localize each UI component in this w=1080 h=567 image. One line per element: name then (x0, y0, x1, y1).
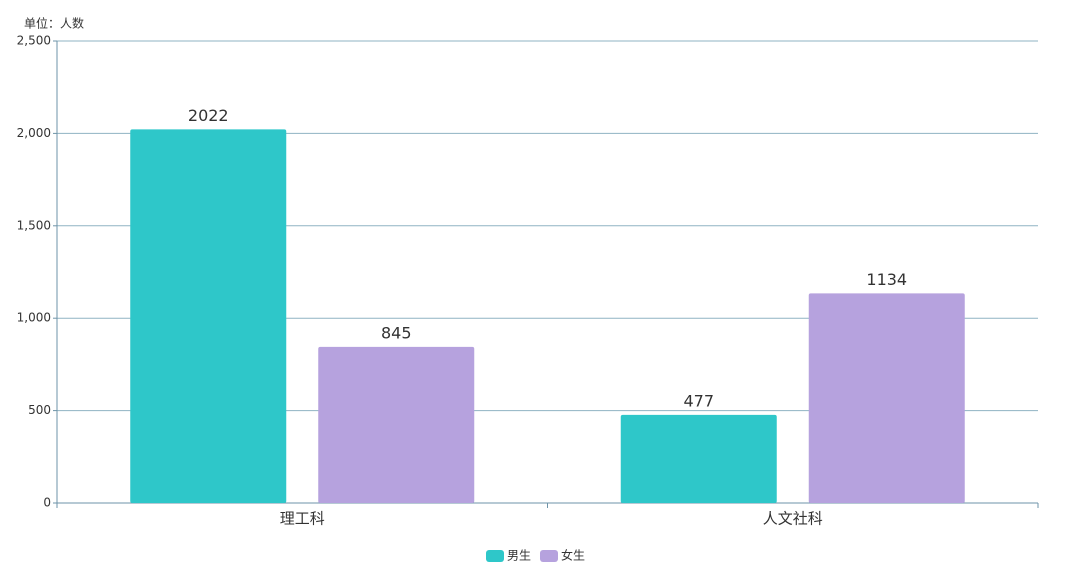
legend-label[interactable]: 女生 (561, 548, 585, 563)
legend-label[interactable]: 男生 (507, 549, 531, 563)
bar (318, 346, 475, 503)
x-tick-label: 理工科 (280, 510, 325, 528)
unit-label: 单位：人数 (24, 16, 84, 31)
bar (620, 414, 777, 503)
data-label: 477 (683, 391, 714, 410)
x-tick-label: 人文社科 (763, 510, 823, 528)
y-tick-label: 2,000 (17, 126, 51, 140)
y-tick-label: 1,000 (17, 311, 51, 325)
y-tick-label: 1,500 (17, 218, 51, 232)
data-label: 2022 (188, 106, 229, 125)
data-label: 1134 (866, 270, 907, 289)
y-tick-label: 500 (28, 403, 51, 417)
legend-icon[interactable] (486, 550, 504, 562)
y-tick-label: 0 (43, 496, 51, 510)
bar (130, 129, 287, 503)
data-label: 845 (381, 323, 412, 342)
bar (808, 293, 965, 503)
legend-icon[interactable] (540, 550, 558, 562)
y-tick-label: 2,500 (17, 34, 51, 48)
